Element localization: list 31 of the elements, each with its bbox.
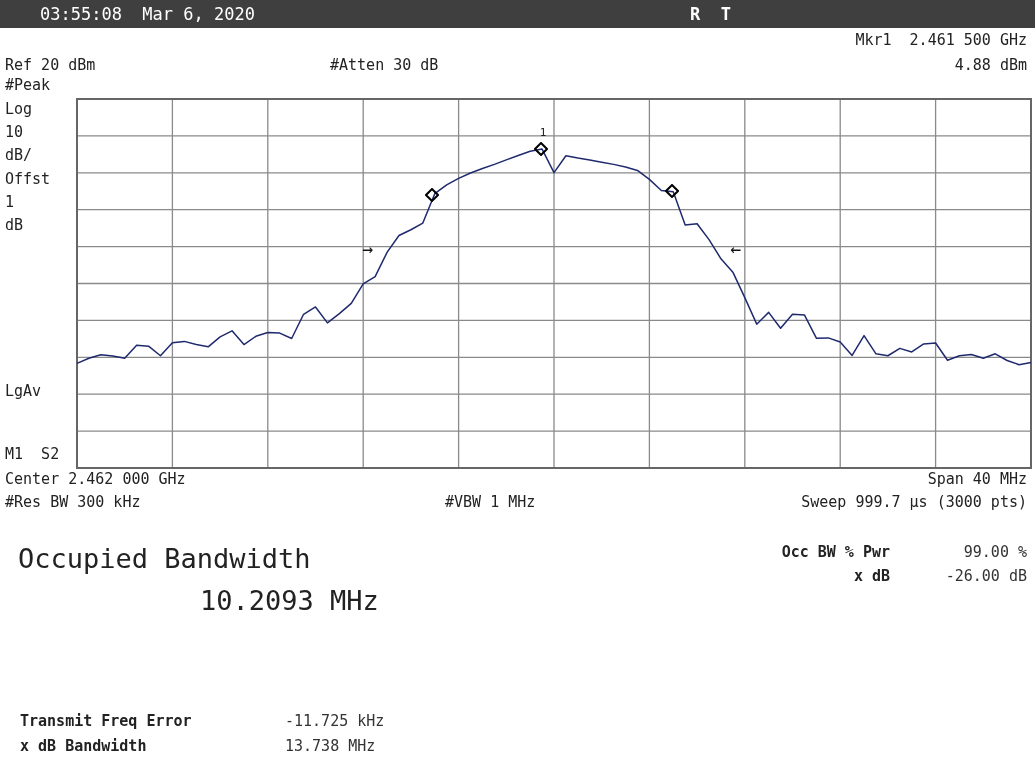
text: Mkr1 2.461 500 GHz bbox=[855, 31, 1027, 49]
text: Occ BW % Pwr bbox=[781, 543, 890, 561]
text: 1 bbox=[539, 126, 547, 140]
text: R T bbox=[690, 4, 731, 25]
text: Offst bbox=[5, 170, 51, 188]
text: #VBW 1 MHz bbox=[445, 493, 536, 511]
text: x dB Bandwidth bbox=[20, 737, 147, 755]
text: Span 40 MHz bbox=[927, 470, 1027, 488]
text: 10.2093 MHz bbox=[200, 585, 379, 618]
text: #Res BW 300 kHz bbox=[5, 493, 141, 511]
text: Ref 20 dBm bbox=[5, 56, 96, 74]
text: x dB bbox=[853, 567, 890, 585]
text: 99.00 % bbox=[963, 543, 1027, 561]
text: LgAv bbox=[5, 382, 42, 400]
text: 10 bbox=[5, 123, 24, 141]
text: Center 2.462 000 GHz bbox=[5, 470, 186, 488]
text: 4.88 dBm bbox=[954, 56, 1027, 74]
text: Transmit Freq Error bbox=[20, 712, 192, 730]
text: dB/ bbox=[5, 146, 33, 164]
text: Occupied Bandwidth bbox=[18, 543, 311, 576]
chart-title: 03:55:08 Mar 6, 2020 bbox=[40, 4, 255, 24]
text: #Peak bbox=[5, 76, 51, 94]
text: Sweep 999.7 μs (3000 pts) bbox=[801, 493, 1027, 511]
text: dB bbox=[5, 216, 24, 234]
text: -26.00 dB bbox=[945, 567, 1027, 585]
text: #Atten 30 dB bbox=[330, 56, 439, 74]
text: M1 S2 bbox=[5, 445, 60, 463]
text: 1 bbox=[5, 193, 15, 211]
text: 13.738 MHz bbox=[285, 737, 376, 755]
text: Log bbox=[5, 100, 33, 118]
text: -11.725 kHz bbox=[285, 712, 385, 730]
